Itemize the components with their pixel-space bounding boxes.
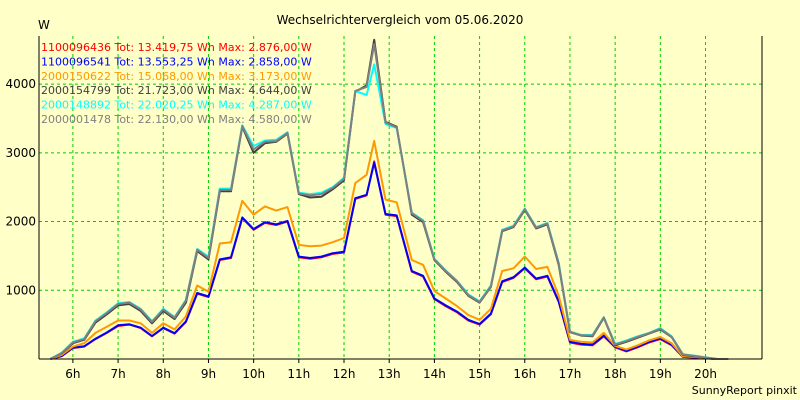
axes: 1000 2000 3000 4000 6h 7h 8h 9h 10h 11h 12h 13h 14h 1… [5, 36, 763, 381]
x-tick-label: 6h [65, 367, 80, 381]
series-lines [49, 38, 729, 360]
series-line-2000001478 [49, 43, 729, 360]
legend-entry-1100096541: 1100096541 Tot: 13.553,25 Wh Max: 2.858,… [41, 55, 312, 68]
x-tick-label: 10h [242, 367, 265, 381]
legend-entry-2000150622: 2000150622 Tot: 15.068,00 Wh Max: 3.173,… [41, 70, 312, 83]
x-tick-label: 14h [423, 367, 446, 381]
y-tick-label: 3000 [5, 146, 36, 160]
x-tick-label: 16h [513, 367, 536, 381]
legend-entry-2000001478: 2000001478 Tot: 22.130,00 Wh Max: 4.580,… [41, 113, 312, 126]
x-tick-label: 8h [156, 367, 171, 381]
x-tick-label: 17h [559, 367, 582, 381]
legend-entry-2000154799: 2000154799 Tot: 21.723,00 Wh Max: 4.644,… [41, 84, 312, 97]
x-tick-label: 20h [694, 367, 717, 381]
x-tick-label: 12h [333, 367, 356, 381]
y-tick-label: 1000 [5, 283, 36, 297]
chart-title: Wechselrichtervergleich vom 05.06.2020 [277, 13, 524, 27]
x-tick-label: 9h [201, 367, 216, 381]
footer-credit: SunnyReport pinxit [692, 384, 798, 397]
x-tick-label: 19h [649, 367, 672, 381]
x-tick-label: 11h [287, 367, 310, 381]
plot-area [39, 36, 762, 359]
y-tick-label: 2000 [5, 215, 36, 229]
gridlines [39, 36, 762, 359]
legend-entry-2000148892: 2000148892 Tot: 22.020,25 Wh Max: 4.287,… [41, 99, 312, 112]
x-tick-label: 18h [604, 367, 627, 381]
y-axis-unit-label: W [38, 18, 50, 32]
x-tick-label: 7h [110, 367, 125, 381]
legend: 1100096436 Tot: 13.419,75 Wh Max: 2.876,… [41, 41, 312, 126]
x-tick-label: 13h [378, 367, 401, 381]
x-tick-label: 15h [468, 367, 491, 381]
y-tick-label: 4000 [5, 77, 36, 91]
legend-entry-1100096436: 1100096436 Tot: 13.419,75 Wh Max: 2.876,… [41, 41, 312, 54]
